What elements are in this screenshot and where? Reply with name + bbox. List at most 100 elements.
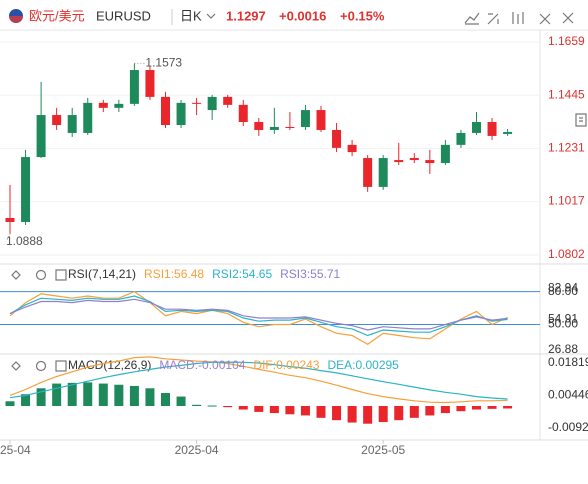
candle-body xyxy=(285,126,295,128)
y-tick-label: 0.00446 xyxy=(548,388,588,402)
close-icon[interactable] xyxy=(562,12,574,24)
change-pct: +0.15% xyxy=(340,8,385,23)
legend-entry: RSI3:55.71 xyxy=(280,267,340,281)
candle-body xyxy=(363,158,373,187)
macd-bar xyxy=(98,383,108,406)
low-annotation: 1.0888 xyxy=(6,234,43,248)
candle-body xyxy=(145,70,155,97)
legend-entry: RSI1:56.48 xyxy=(144,267,204,281)
period[interactable]: 日K xyxy=(180,8,202,23)
settings-icon[interactable] xyxy=(35,360,47,372)
candle-body xyxy=(238,104,248,123)
y-tick-label: 0.01819 xyxy=(548,355,588,369)
y-tick-label: -0.00928 xyxy=(548,420,588,434)
flag-icon xyxy=(9,9,23,23)
macd-bar xyxy=(238,406,248,410)
y-tick-label: 80.00 xyxy=(548,284,578,298)
hide-icon[interactable] xyxy=(11,361,21,371)
symbol: EURUSD xyxy=(96,8,151,23)
legend-entry: DIF:0.00243 xyxy=(253,358,319,372)
macd-bar xyxy=(5,401,15,406)
macd-bar xyxy=(472,406,481,410)
rsi-title: RSI(7,14,21) xyxy=(68,267,136,281)
x-tick-label: 25-04 xyxy=(0,443,31,457)
macd-bar xyxy=(347,406,357,423)
candle-icon[interactable] xyxy=(512,12,524,24)
line xyxy=(9,295,508,337)
candle-body xyxy=(176,102,186,125)
y-tick-label: 1.0802 xyxy=(548,247,585,261)
candle-body xyxy=(425,160,435,164)
candle-body xyxy=(440,144,450,164)
macd-title: MACD(12,26,9) xyxy=(68,358,151,372)
line xyxy=(9,290,508,346)
candle-body xyxy=(316,110,326,130)
candle-body xyxy=(36,115,46,158)
macd-bar xyxy=(52,383,62,406)
y-tick-label: 54.91 xyxy=(548,311,578,325)
macd-bar xyxy=(21,394,31,406)
legend-entry: MACD:-0.00104 xyxy=(159,358,245,372)
candle-body xyxy=(161,96,170,125)
rsi-icons xyxy=(11,269,67,281)
expand-icon[interactable] xyxy=(539,13,551,25)
macd-icons xyxy=(11,360,67,372)
macd-bar xyxy=(161,393,170,406)
line-icon[interactable] xyxy=(464,12,480,25)
candle-body xyxy=(192,102,202,104)
hide-icon[interactable] xyxy=(11,270,21,280)
annotation-leader xyxy=(6,233,11,240)
candle-body xyxy=(21,157,31,222)
candle-body xyxy=(269,126,279,130)
candle-body xyxy=(207,96,217,111)
y-tick-label: 82.94 xyxy=(548,281,578,295)
candle-body xyxy=(114,103,124,108)
macd-bar xyxy=(192,404,202,406)
macd-bar xyxy=(456,406,466,412)
close-icon[interactable] xyxy=(55,269,67,281)
y-tick-label: 1.1659 xyxy=(548,34,585,48)
side-icon[interactable] xyxy=(575,113,587,127)
macd-bar xyxy=(503,406,513,409)
macd-bar xyxy=(207,405,217,407)
dropdown-icon[interactable] xyxy=(206,13,216,19)
line xyxy=(9,356,508,404)
macd-bar xyxy=(83,382,93,406)
candle-body xyxy=(472,122,481,133)
candle-body xyxy=(487,122,497,136)
line xyxy=(9,298,508,331)
candle-body xyxy=(300,110,310,127)
macd-bar xyxy=(67,382,77,406)
candle-body xyxy=(5,217,15,222)
candle-body xyxy=(223,96,233,105)
macd-bar xyxy=(36,388,46,406)
macd-bar xyxy=(394,406,404,421)
candle-body xyxy=(378,158,388,187)
change: +0.0016 xyxy=(279,8,326,23)
macd-bar xyxy=(300,406,310,416)
macd-bar xyxy=(332,406,342,421)
y-tick-label: 1.1231 xyxy=(548,141,585,155)
candle-body xyxy=(129,70,139,104)
macd-bar xyxy=(378,406,388,423)
macd-bar xyxy=(254,406,264,412)
draw-icon[interactable] xyxy=(487,13,499,25)
macd-bar xyxy=(223,406,233,408)
candle-body xyxy=(409,158,419,161)
settings-icon[interactable] xyxy=(35,269,47,281)
price: 1.1297 xyxy=(226,8,266,23)
high-annotation: 1.1573 xyxy=(145,55,182,69)
macd-bar xyxy=(285,406,295,415)
macd-bar xyxy=(129,385,139,406)
y-tick-label: 1.1445 xyxy=(548,87,585,101)
candle-body xyxy=(394,160,404,163)
macd-bar xyxy=(176,396,186,406)
x-tick-label: 2025-05 xyxy=(361,443,405,457)
candle-body xyxy=(347,144,357,153)
macd-bar xyxy=(440,406,450,414)
y-tick-label: 50.00 xyxy=(548,317,578,331)
y-tick-label: 26.88 xyxy=(548,342,578,356)
close-icon[interactable] xyxy=(55,360,67,372)
